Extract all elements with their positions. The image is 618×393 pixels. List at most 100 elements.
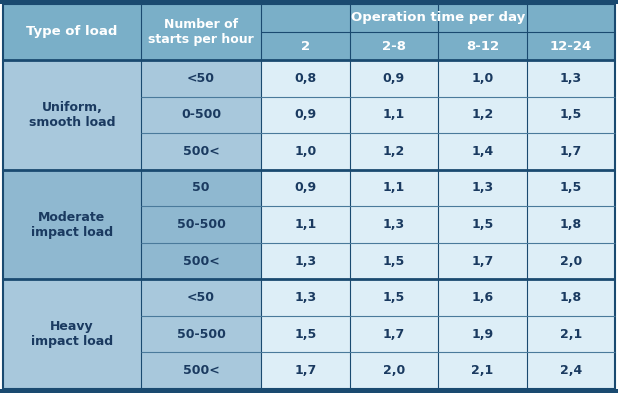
- Bar: [141, 243, 261, 279]
- Text: 1,5: 1,5: [294, 328, 316, 341]
- Text: 1,0: 1,0: [471, 72, 494, 85]
- Text: 0,9: 0,9: [294, 182, 316, 195]
- Text: 2,0: 2,0: [383, 364, 405, 377]
- Bar: [438, 243, 527, 279]
- Bar: [141, 4, 261, 60]
- Text: 1,5: 1,5: [471, 218, 494, 231]
- Bar: [527, 243, 615, 279]
- Text: 500<: 500<: [182, 255, 219, 268]
- Bar: [261, 32, 615, 60]
- Bar: [261, 316, 350, 353]
- Text: 1,3: 1,3: [294, 291, 316, 304]
- Text: Number of
starts per hour: Number of starts per hour: [148, 18, 254, 46]
- Text: Heavy
impact load: Heavy impact load: [31, 320, 113, 348]
- Bar: [141, 279, 261, 316]
- Text: 2-8: 2-8: [382, 40, 406, 53]
- Bar: [438, 353, 527, 389]
- Text: 1,1: 1,1: [294, 218, 316, 231]
- Text: 0,9: 0,9: [294, 108, 316, 121]
- Bar: [141, 353, 261, 389]
- Bar: [527, 353, 615, 389]
- Bar: [141, 170, 261, 206]
- Bar: [527, 206, 615, 243]
- Bar: [527, 279, 615, 316]
- Bar: [141, 316, 261, 353]
- Text: 2,0: 2,0: [560, 255, 582, 268]
- Text: 1,1: 1,1: [383, 182, 405, 195]
- Bar: [350, 97, 438, 133]
- Bar: [3, 4, 141, 60]
- Text: 1,2: 1,2: [471, 108, 494, 121]
- Text: 0,8: 0,8: [294, 72, 316, 85]
- Bar: [141, 97, 261, 133]
- Bar: [350, 279, 438, 316]
- Bar: [527, 97, 615, 133]
- Bar: [438, 133, 527, 170]
- Bar: [261, 170, 350, 206]
- Bar: [350, 243, 438, 279]
- Bar: [438, 97, 527, 133]
- Text: <50: <50: [187, 291, 215, 304]
- Text: Operation time per day: Operation time per day: [351, 11, 525, 24]
- Text: 2,4: 2,4: [560, 364, 582, 377]
- Bar: [438, 316, 527, 353]
- Text: 50-500: 50-500: [177, 328, 226, 341]
- Text: 1,6: 1,6: [472, 291, 493, 304]
- Bar: [527, 60, 615, 97]
- Text: 2,1: 2,1: [560, 328, 582, 341]
- Text: 1,7: 1,7: [383, 328, 405, 341]
- Bar: [438, 60, 527, 97]
- Text: 1,3: 1,3: [472, 182, 493, 195]
- Text: 0,9: 0,9: [383, 72, 405, 85]
- Bar: [438, 206, 527, 243]
- Text: 8-12: 8-12: [466, 40, 499, 53]
- Text: 1,7: 1,7: [294, 364, 316, 377]
- Text: 1,3: 1,3: [294, 255, 316, 268]
- Bar: [438, 279, 527, 316]
- Bar: [261, 243, 350, 279]
- Bar: [350, 353, 438, 389]
- Bar: [261, 133, 350, 170]
- Bar: [3, 170, 141, 279]
- Bar: [141, 206, 261, 243]
- Text: 1,9: 1,9: [472, 328, 493, 341]
- Bar: [438, 170, 527, 206]
- Bar: [350, 206, 438, 243]
- Bar: [141, 60, 261, 97]
- Bar: [261, 4, 615, 32]
- Text: 1,7: 1,7: [471, 255, 494, 268]
- Bar: [527, 170, 615, 206]
- Bar: [527, 316, 615, 353]
- Text: 1,7: 1,7: [560, 145, 582, 158]
- Text: 500<: 500<: [182, 145, 219, 158]
- Bar: [261, 97, 350, 133]
- Text: 2: 2: [301, 40, 310, 53]
- Text: 1,5: 1,5: [560, 182, 582, 195]
- Bar: [527, 133, 615, 170]
- Text: 1,8: 1,8: [560, 218, 582, 231]
- Text: 1,2: 1,2: [383, 145, 405, 158]
- Text: 1,3: 1,3: [383, 218, 405, 231]
- Bar: [350, 316, 438, 353]
- Bar: [261, 279, 350, 316]
- Text: 1,4: 1,4: [471, 145, 494, 158]
- Bar: [141, 133, 261, 170]
- Text: Moderate
impact load: Moderate impact load: [31, 211, 113, 239]
- Bar: [3, 279, 141, 389]
- Text: <50: <50: [187, 72, 215, 85]
- Text: 2,1: 2,1: [471, 364, 494, 377]
- Bar: [0, 389, 618, 393]
- Bar: [0, 0, 618, 4]
- Bar: [261, 60, 350, 97]
- Bar: [350, 170, 438, 206]
- Bar: [261, 206, 350, 243]
- Bar: [3, 60, 141, 170]
- Text: Uniform,
smooth load: Uniform, smooth load: [28, 101, 115, 129]
- Text: 1,1: 1,1: [383, 108, 405, 121]
- Text: 1,5: 1,5: [560, 108, 582, 121]
- Text: 1,5: 1,5: [383, 291, 405, 304]
- Text: 500<: 500<: [182, 364, 219, 377]
- Text: 1,5: 1,5: [383, 255, 405, 268]
- Bar: [3, 4, 615, 32]
- Bar: [350, 133, 438, 170]
